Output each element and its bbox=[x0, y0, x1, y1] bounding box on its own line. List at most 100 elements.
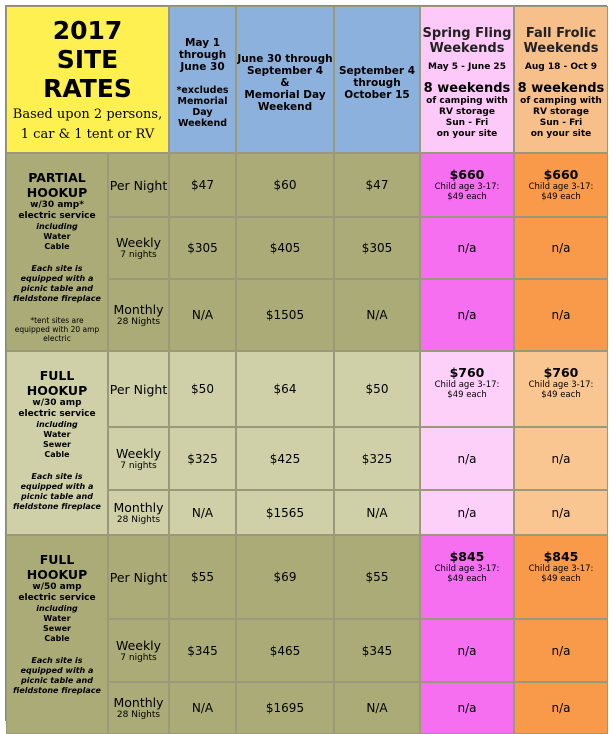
header-note: Day bbox=[192, 106, 213, 118]
title-line: SITE bbox=[56, 45, 119, 74]
fall-frolic-header: Fall Frolic Weekends Aug 18 - Oct 9 8 we… bbox=[514, 6, 608, 153]
period-label: Monthly bbox=[113, 695, 164, 710]
header-desc: Sun - Fri bbox=[445, 117, 489, 128]
period-label: Monthly bbox=[113, 302, 164, 317]
rate-cell: $305 bbox=[334, 217, 420, 279]
rate-cell: N/A bbox=[334, 682, 420, 734]
group-equip: picnic table and bbox=[21, 676, 93, 685]
package-price: $845 bbox=[449, 549, 485, 564]
fall-na-cell: n/a bbox=[514, 682, 608, 734]
rate-cell: $465 bbox=[236, 619, 334, 682]
spring-na-cell: n/a bbox=[420, 682, 514, 734]
spring-package-price: $760 Child age 3-17: $49 each bbox=[420, 351, 514, 427]
header-dates: Aug 18 - Oct 9 bbox=[524, 61, 598, 72]
group-equip: equipped with a bbox=[20, 482, 94, 491]
group-full-hookup-30amp: FULL HOOKUP w/30 amp electric service in… bbox=[6, 351, 108, 535]
header-text: & bbox=[280, 76, 290, 89]
rate-cell: $1695 bbox=[236, 682, 334, 734]
child-rate: Child age 3-17: bbox=[528, 564, 594, 574]
title-subtitle: Based upon 2 persons, bbox=[12, 107, 163, 122]
group-equip: Each site is bbox=[31, 472, 83, 481]
child-rate: Child age 3-17: bbox=[434, 182, 500, 192]
child-rate: $49 each bbox=[541, 192, 581, 202]
group-service: w/30 amp* bbox=[30, 200, 84, 210]
rates-title-cell: 2017 SITE RATES Based upon 2 persons, 1 … bbox=[6, 6, 169, 153]
header-note: *excludes bbox=[176, 84, 229, 96]
group-including: including bbox=[36, 222, 78, 231]
fall-na-cell: n/a bbox=[514, 490, 608, 535]
rate-cell: $325 bbox=[334, 427, 420, 490]
group-item: Cable bbox=[44, 450, 70, 459]
rate-cell: $55 bbox=[334, 535, 420, 619]
title-line: 2017 bbox=[52, 16, 123, 45]
header-note: Weekend bbox=[177, 117, 228, 129]
rate-cell: $305 bbox=[169, 217, 236, 279]
header-text: October 15 bbox=[344, 88, 410, 101]
header-desc: on your site bbox=[530, 128, 592, 139]
season-header-summer: June 30 through September 4 & Memorial D… bbox=[236, 6, 334, 153]
group-service: w/50 amp bbox=[32, 582, 82, 592]
rate-cell: N/A bbox=[334, 490, 420, 535]
group-item: Sewer bbox=[43, 440, 71, 449]
package-price: $660 bbox=[449, 167, 485, 182]
header-weekends: 8 weekends bbox=[423, 80, 511, 96]
header-desc: RV storage bbox=[533, 106, 589, 117]
group-equip: equipped with a bbox=[20, 666, 94, 675]
header-text: Weekends bbox=[523, 40, 599, 56]
season-header-may-june: May 1 through June 30 *excludes Memorial… bbox=[169, 6, 236, 153]
rate-cell: $69 bbox=[236, 535, 334, 619]
group-including: including bbox=[36, 420, 78, 429]
group-title: HOOKUP bbox=[26, 185, 88, 200]
child-rate: $49 each bbox=[447, 574, 487, 584]
header-text: May 1 bbox=[184, 36, 221, 49]
group-equip: equipped with a bbox=[20, 274, 94, 283]
group-equip: fieldstone fireplace bbox=[13, 502, 101, 511]
period-label: Weekly bbox=[115, 637, 162, 653]
rate-cell: $345 bbox=[334, 619, 420, 682]
period-label: Weekly bbox=[115, 235, 162, 250]
rate-cell: $50 bbox=[169, 351, 236, 427]
spring-package-price: $845 Child age 3-17: $49 each bbox=[420, 535, 514, 619]
rate-cell: $50 bbox=[334, 351, 420, 427]
group-including: including bbox=[36, 604, 78, 613]
package-price: $660 bbox=[543, 167, 579, 182]
period-label: Weekly bbox=[115, 445, 162, 461]
child-rate: Child age 3-17: bbox=[528, 380, 594, 390]
group-full-hookup-50amp: FULL HOOKUP w/50 amp electric service in… bbox=[6, 535, 108, 734]
group-partial-hookup: PARTIAL HOOKUP w/30 amp* electric servic… bbox=[6, 153, 108, 351]
header-text: June 30 through bbox=[237, 52, 333, 65]
rate-cell: $64 bbox=[236, 351, 334, 427]
period-per-night: Per Night bbox=[108, 351, 169, 427]
package-price: $760 bbox=[449, 365, 485, 380]
period-sub: 7 nights bbox=[120, 250, 157, 260]
period-label: Per Night bbox=[109, 569, 168, 585]
header-desc: RV storage bbox=[439, 106, 495, 117]
group-item: Cable bbox=[44, 634, 70, 643]
header-desc: Sun - Fri bbox=[539, 117, 583, 128]
group-item: Water bbox=[43, 232, 71, 241]
period-weekly: Weekly 7 nights bbox=[108, 427, 169, 490]
group-title: PARTIAL bbox=[28, 170, 86, 185]
group-equip: picnic table and bbox=[21, 284, 93, 293]
header-desc: of camping with bbox=[520, 95, 602, 106]
header-weekends: 8 weekends bbox=[517, 80, 605, 96]
rate-cell: $1565 bbox=[236, 490, 334, 535]
header-text: Fall Frolic bbox=[525, 25, 597, 41]
rate-cell: $1505 bbox=[236, 279, 334, 351]
header-note: Memorial bbox=[177, 95, 228, 107]
child-rate: $49 each bbox=[447, 192, 487, 202]
group-item: Sewer bbox=[43, 624, 71, 633]
fall-na-cell: n/a bbox=[514, 279, 608, 351]
rate-cell: N/A bbox=[334, 279, 420, 351]
spring-na-cell: n/a bbox=[420, 427, 514, 490]
period-monthly: Monthly 28 Nights bbox=[108, 279, 169, 351]
group-service: electric service bbox=[18, 211, 96, 221]
period-label: Monthly bbox=[113, 499, 164, 515]
header-text: September 4 bbox=[246, 64, 324, 77]
title-line: RATES bbox=[43, 74, 132, 103]
spring-na-cell: n/a bbox=[420, 217, 514, 279]
child-rate: Child age 3-17: bbox=[434, 380, 500, 390]
spring-na-cell: n/a bbox=[420, 619, 514, 682]
header-text: Memorial Day bbox=[244, 88, 326, 101]
rate-cell: $345 bbox=[169, 619, 236, 682]
